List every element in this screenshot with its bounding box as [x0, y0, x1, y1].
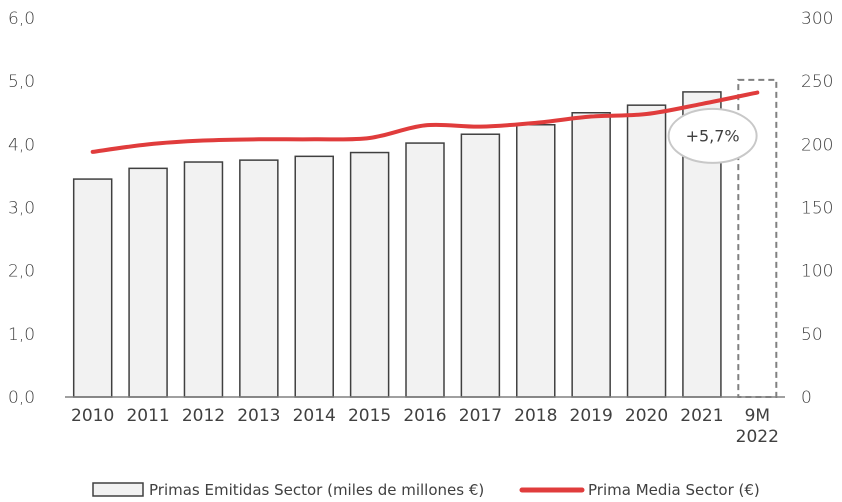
- left-axis-tick: 2,0: [8, 262, 35, 282]
- legend-label-line: Prima Media Sector (€): [588, 481, 760, 499]
- left-axis-tick: 1,0: [8, 325, 35, 345]
- bar: [571, 112, 611, 398]
- bar: [294, 155, 334, 398]
- right-axis-tick: 150: [801, 199, 833, 219]
- bar: [516, 124, 556, 398]
- x-axis-tick: 2011: [126, 406, 169, 426]
- bar: [349, 151, 390, 398]
- x-axis-tick: 2013: [237, 406, 280, 426]
- x-axis-tick: 2015: [348, 406, 391, 426]
- x-axis-tick: 2010: [71, 406, 114, 426]
- left-axis-tick: 4,0: [8, 135, 35, 155]
- line-series: [90, 90, 760, 154]
- x-axis-tick: 2014: [293, 406, 336, 426]
- left-axis-tick: 5,0: [8, 72, 35, 92]
- right-axis: 0 50 100 150 200 250 300: [801, 9, 833, 408]
- x-axis-tick: 2020: [625, 406, 668, 426]
- left-axis-tick: 0,0: [8, 388, 35, 408]
- x-axis-tick: 2019: [570, 406, 613, 426]
- growth-annotation: +5,7%: [667, 107, 758, 164]
- bar: [183, 161, 224, 398]
- annotation-label: +5,7%: [686, 126, 740, 145]
- annotation-bubble: [667, 107, 758, 164]
- bar: [626, 104, 667, 398]
- bar: [239, 159, 279, 398]
- right-axis-tick: 300: [801, 9, 833, 29]
- x-axis-tick: 2016: [403, 406, 446, 426]
- bar: [460, 133, 501, 398]
- right-axis-tick: 0: [801, 388, 812, 408]
- legend-label-bars: Primas Emitidas Sector (miles de millone…: [149, 481, 484, 499]
- x-axis-tick: 2021: [680, 406, 723, 426]
- right-axis-tick: 250: [801, 72, 833, 92]
- right-axis-tick: 50: [801, 325, 823, 345]
- x-axis-tick: 9M 2022: [736, 406, 779, 447]
- bar: [128, 167, 168, 398]
- legend: Primas Emitidas Sector (miles de millone…: [92, 481, 760, 499]
- bar-series: [72, 78, 778, 399]
- right-axis-tick: 200: [801, 135, 833, 155]
- bar: [72, 178, 113, 398]
- x-axis-tick: 2017: [459, 406, 502, 426]
- x-axis-tick: 2012: [182, 406, 225, 426]
- x-axis-tick: 2018: [514, 406, 557, 426]
- x-axis: 2010 2011 2012 2013 2014 2015 2016 2017 2018 2019…: [71, 406, 779, 447]
- left-axis-tick: 6,0: [8, 9, 35, 29]
- legend-swatch-bars: [92, 482, 144, 497]
- right-axis-tick: 100: [801, 262, 833, 282]
- left-axis: 0,0 1,0 2,0 3,0 4,0 5,0 6,0: [8, 9, 35, 408]
- left-axis-tick: 3,0: [8, 199, 35, 219]
- bar: [405, 142, 445, 398]
